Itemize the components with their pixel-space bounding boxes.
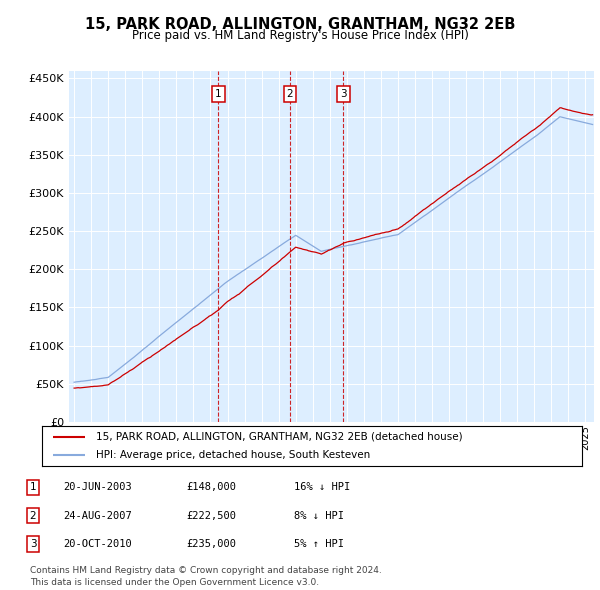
Text: £222,500: £222,500 [186, 511, 236, 520]
Text: 1: 1 [215, 88, 222, 99]
Text: HPI: Average price, detached house, South Kesteven: HPI: Average price, detached house, Sout… [96, 450, 370, 460]
Text: 2: 2 [29, 511, 37, 520]
Text: 20-OCT-2010: 20-OCT-2010 [63, 539, 132, 549]
Text: 15, PARK ROAD, ALLINGTON, GRANTHAM, NG32 2EB: 15, PARK ROAD, ALLINGTON, GRANTHAM, NG32… [85, 17, 515, 31]
Text: 2: 2 [286, 88, 293, 99]
Text: 8% ↓ HPI: 8% ↓ HPI [294, 511, 344, 520]
Text: 3: 3 [340, 88, 347, 99]
Text: £235,000: £235,000 [186, 539, 236, 549]
Text: 24-AUG-2007: 24-AUG-2007 [63, 511, 132, 520]
Text: 3: 3 [29, 539, 37, 549]
Text: Price paid vs. HM Land Registry's House Price Index (HPI): Price paid vs. HM Land Registry's House … [131, 30, 469, 42]
Text: 1: 1 [29, 483, 37, 492]
Text: 15, PARK ROAD, ALLINGTON, GRANTHAM, NG32 2EB (detached house): 15, PARK ROAD, ALLINGTON, GRANTHAM, NG32… [96, 432, 463, 442]
Text: 20-JUN-2003: 20-JUN-2003 [63, 483, 132, 492]
Text: 16% ↓ HPI: 16% ↓ HPI [294, 483, 350, 492]
Text: Contains HM Land Registry data © Crown copyright and database right 2024.
This d: Contains HM Land Registry data © Crown c… [30, 566, 382, 587]
Text: 5% ↑ HPI: 5% ↑ HPI [294, 539, 344, 549]
Text: £148,000: £148,000 [186, 483, 236, 492]
